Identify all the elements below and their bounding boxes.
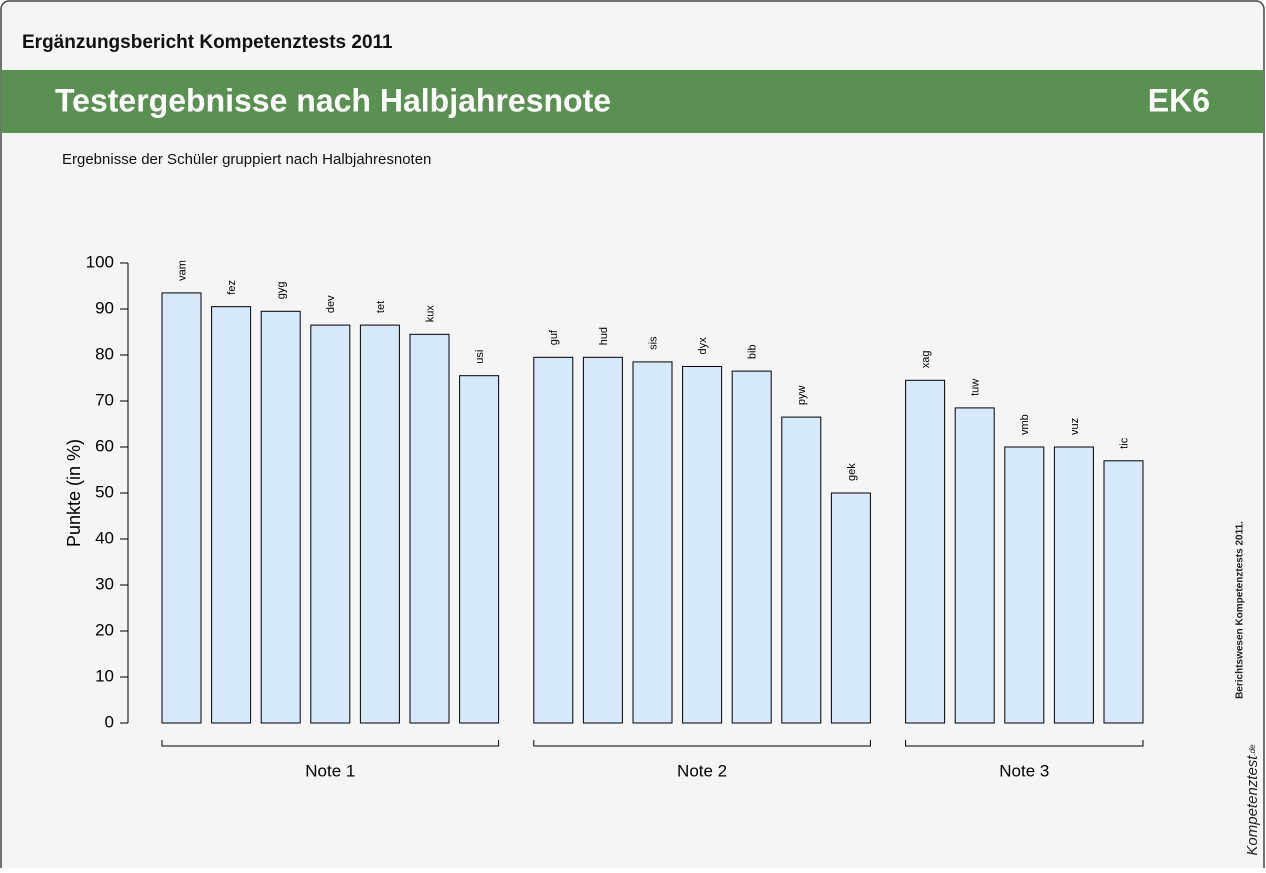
y-tick-label: 100 <box>86 252 114 271</box>
group-label: Note 3 <box>999 761 1049 780</box>
bar-name: bib <box>747 344 759 359</box>
bar <box>781 416 822 724</box>
logo: Kompetenztest.de <box>1244 744 1261 856</box>
y-tick-label: 10 <box>95 666 114 685</box>
bar-name: pyw <box>796 385 808 405</box>
bar <box>533 356 574 724</box>
bar <box>1103 460 1144 724</box>
bar <box>161 292 202 724</box>
side-note: Berichtswesen Kompetenztests 2011. <box>1235 521 1246 699</box>
bar <box>830 492 871 724</box>
bar <box>682 366 723 724</box>
page-code: EK6 <box>1148 82 1210 118</box>
bar-name: tuw <box>970 379 982 396</box>
bar-name: tet <box>375 301 387 313</box>
group-bracket <box>161 740 500 747</box>
bar <box>1004 446 1045 724</box>
bar <box>582 356 623 724</box>
bar-name: usi <box>474 350 486 364</box>
bar <box>211 306 252 724</box>
y-tick-label: 40 <box>95 528 114 547</box>
report-title: Ergänzungsbericht Kompetenztests 2011 <box>22 32 393 53</box>
bar <box>1053 446 1094 724</box>
bar-name: gek <box>846 463 858 481</box>
group-bracket <box>533 740 871 747</box>
group-label: Note 1 <box>305 761 355 780</box>
y-axis-label: Punkte (in %) <box>64 439 84 547</box>
y-tick-label: 30 <box>95 574 114 593</box>
bar-name: tic <box>1118 437 1130 449</box>
y-tick-label: 80 <box>95 344 114 363</box>
bar-name: xag <box>920 351 932 369</box>
bar <box>731 370 772 724</box>
subtitle: Ergebnisse der Schüler gruppiert nach Ha… <box>62 151 431 168</box>
y-tick-label: 50 <box>95 482 114 501</box>
y-tick-label: 60 <box>95 436 114 455</box>
y-tick-label: 20 <box>95 620 114 639</box>
bar-name: vam <box>176 260 188 281</box>
title-band <box>1 70 1264 133</box>
bar-name: kux <box>424 305 436 323</box>
group-label: Note 2 <box>677 761 727 780</box>
bar <box>409 333 450 724</box>
bar-name: hud <box>598 327 610 345</box>
logo-text: Kompetenztest <box>1244 755 1261 856</box>
bar-name: fez <box>226 280 238 295</box>
group-bracket <box>905 740 1144 747</box>
bar-name: guf <box>548 329 560 345</box>
bar <box>310 324 351 724</box>
bar-name: sis <box>647 336 659 350</box>
bar-name: vmb <box>1019 414 1031 435</box>
bar <box>359 324 400 724</box>
y-tick-label: 90 <box>95 298 114 317</box>
bar <box>905 379 946 724</box>
logo-suffix: .de <box>1248 744 1257 756</box>
bar-name: gyg <box>276 282 288 300</box>
bar-name: dyx <box>697 337 709 355</box>
y-tick-label: 70 <box>95 390 114 409</box>
bar-name: dev <box>325 295 337 313</box>
bar <box>954 407 995 724</box>
page-title: Testergebnisse nach Halbjahresnote <box>55 82 611 118</box>
bar <box>632 361 673 724</box>
bar <box>260 310 301 724</box>
bar-name: vuz <box>1069 418 1081 435</box>
y-tick-label: 0 <box>105 712 114 731</box>
bar <box>459 375 500 724</box>
